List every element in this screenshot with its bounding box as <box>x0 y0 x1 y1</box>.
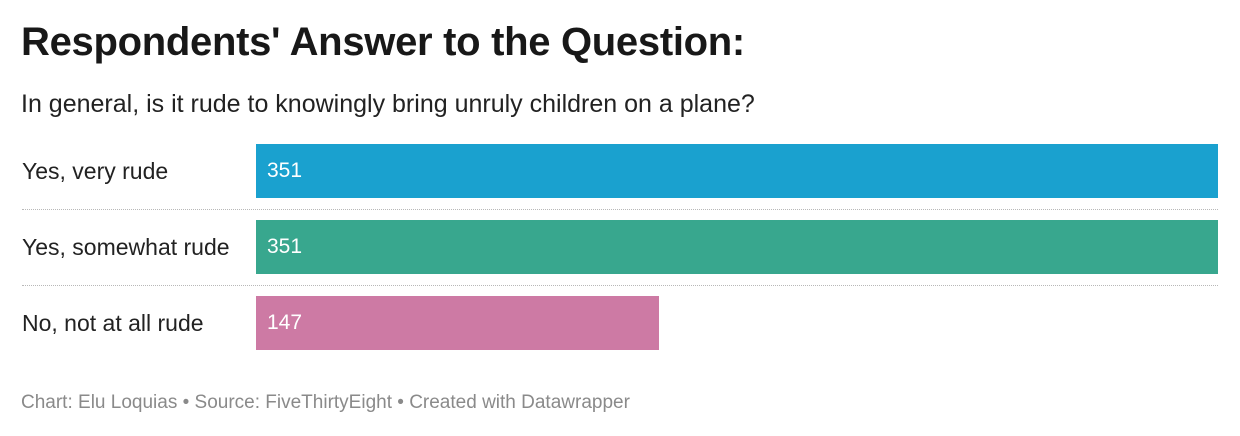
bar-value-label: 351 <box>267 159 303 182</box>
row-divider <box>22 285 1218 286</box>
bar-value-label: 351 <box>267 235 303 258</box>
chart-title: Respondents' Answer to the Question: <box>21 20 745 64</box>
category-label: Yes, very rude <box>22 158 169 184</box>
bar: 351 <box>256 220 1218 274</box>
bar: 351 <box>256 144 1218 198</box>
chart-footer: Chart: Elu Loquias • Source: FiveThirtyE… <box>21 392 630 413</box>
row-divider <box>22 209 1218 210</box>
bar-value-label: 147 <box>267 311 303 334</box>
category-label: No, not at all rude <box>22 310 204 336</box>
category-label: Yes, somewhat rude <box>22 234 230 260</box>
chart-subtitle: In general, is it rude to knowingly brin… <box>21 90 755 118</box>
bar: 147 <box>256 296 659 350</box>
